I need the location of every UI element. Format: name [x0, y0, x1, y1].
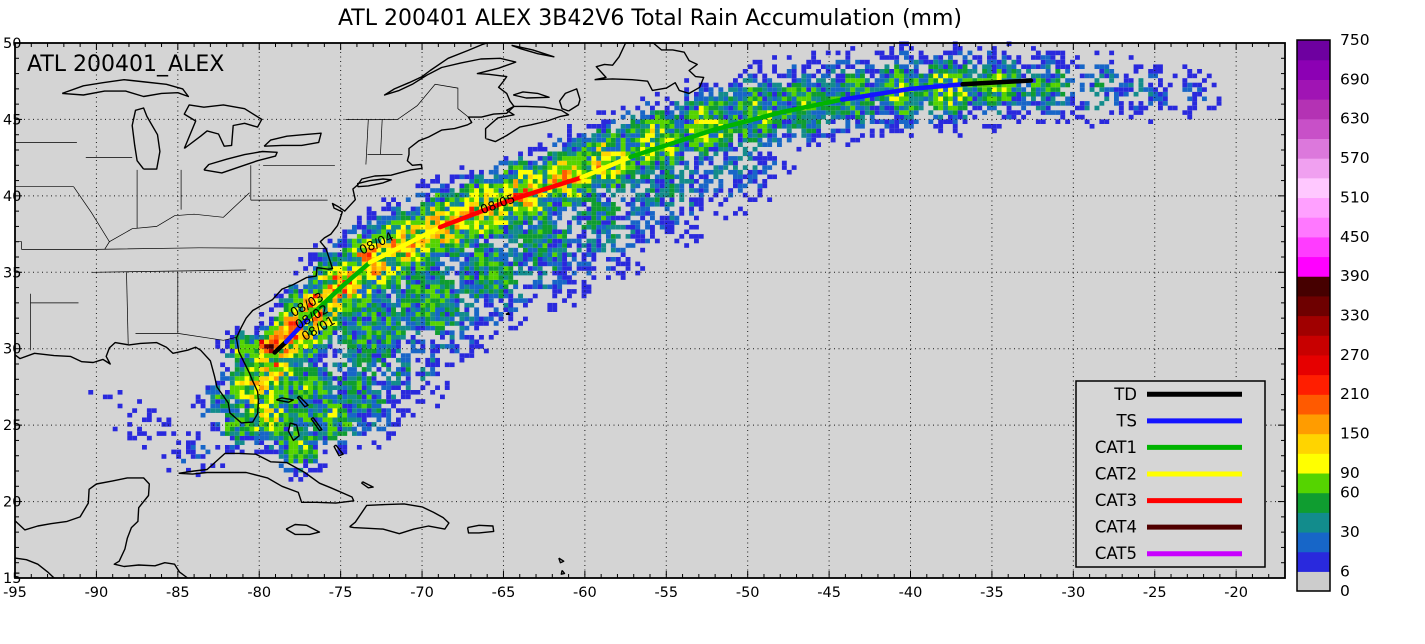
coastline-lake_superior — [61, 79, 190, 98]
coastline-bermuda — [505, 312, 510, 315]
storm-track-segment-CAT2 — [367, 224, 443, 265]
x-tick-label: -30 — [1061, 585, 1085, 601]
colorbar-label: 60 — [1340, 484, 1360, 502]
y-tick-label: 35 — [3, 265, 21, 281]
y-tick-label: 50 — [3, 36, 21, 52]
legend-label-CAT5: CAT5 — [1095, 544, 1137, 563]
colorbar-label: 270 — [1340, 346, 1370, 364]
coastline-hispaniola — [349, 503, 450, 535]
x-tick-label: -45 — [817, 585, 841, 601]
colorbar-label: 750 — [1340, 31, 1370, 49]
coastline-lake_ontario — [263, 132, 322, 147]
coastline-lake_erie — [203, 150, 278, 174]
storm-track-segment-TS — [283, 314, 312, 345]
track-legend: TD TS CAT1 CAT2 CAT3 CAT4 CAT5 — [1075, 380, 1266, 568]
y-axis-labels: 50 45 40 35 30 25 20 15 — [3, 36, 21, 587]
colorbar-label: 150 — [1340, 425, 1370, 443]
y-tick-label: 20 — [3, 495, 21, 511]
coastline-yucatan_central_america — [14, 477, 189, 579]
coastline-bahamas_long_island — [333, 444, 344, 457]
storm-track-segment-CAT2 — [579, 154, 633, 180]
coastlines — [14, 42, 705, 579]
colorbar-label: 30 — [1340, 523, 1360, 541]
storm-track-segment-CAT1 — [628, 97, 845, 160]
colorbar-label: 450 — [1340, 228, 1370, 246]
x-tick-label: -85 — [166, 585, 190, 601]
x-tick-label: -20 — [1224, 585, 1248, 601]
colorbar — [1296, 39, 1331, 592]
x-tick-label: -60 — [573, 585, 597, 601]
colorbar-label: 690 — [1340, 70, 1370, 88]
storm-track-segment-CAT3 — [437, 175, 584, 230]
y-tick-label: 25 — [3, 418, 21, 434]
legend-label-CAT1: CAT1 — [1095, 438, 1137, 457]
y-tick-label: 30 — [3, 342, 21, 358]
axis-ticks — [14, 42, 1286, 579]
storm-track — [272, 78, 1034, 355]
coastline-mainland — [14, 42, 517, 424]
y-tick-label: 40 — [3, 189, 21, 205]
rain-field — [88, 41, 1222, 482]
colorbar-label: 570 — [1340, 149, 1370, 167]
storm-track-segment-TD — [960, 78, 1034, 87]
x-tick-label: -70 — [410, 585, 434, 601]
x-tick-label: -35 — [980, 585, 1004, 601]
storm-track-segment-TS — [839, 82, 965, 102]
x-tick-label: -55 — [654, 585, 678, 601]
legend-label-CAT2: CAT2 — [1095, 465, 1137, 484]
y-tick-label: 15 — [3, 571, 21, 587]
coastline-mexico_pacific — [14, 557, 55, 579]
x-tick-label: -80 — [247, 585, 271, 601]
colorbar-label: 630 — [1340, 110, 1370, 128]
colorbar-border — [1296, 39, 1331, 592]
coastline-cuba — [178, 452, 355, 504]
storm-track-segment-CAT1 — [307, 260, 373, 319]
x-tick-label: -40 — [899, 585, 923, 601]
coastline-cape_breton — [558, 88, 581, 112]
colorbar-labels: 7506906305705104503903302702101509060306… — [1340, 31, 1370, 600]
coastline-grand_bahama — [276, 397, 295, 403]
y-tick-label: 45 — [3, 112, 21, 128]
legend-label-TD: TD — [1113, 385, 1137, 404]
x-tick-label: -95 — [3, 585, 27, 601]
x-tick-label: -50 — [736, 585, 760, 601]
coastline-newfoundland — [594, 42, 705, 95]
colorbar-label: 510 — [1340, 188, 1370, 206]
coastline-dominica — [560, 569, 566, 575]
x-tick-label: -90 — [85, 585, 109, 601]
legend-label-CAT4: CAT4 — [1095, 518, 1137, 537]
x-tick-label: -25 — [1143, 585, 1167, 601]
legend-label-CAT3: CAT3 — [1095, 491, 1137, 510]
coastline-lake_michigan — [131, 107, 161, 170]
coastline-guadeloupe — [558, 557, 565, 564]
coastline-nova_scotia — [484, 105, 570, 143]
coastline-abaco — [296, 395, 309, 408]
coastline-eleuthera — [310, 416, 323, 432]
coastline-prince_edward_island — [512, 91, 550, 99]
state-borders — [15, 83, 469, 351]
coastline-puerto_rico — [466, 524, 495, 534]
coastline-jamaica — [285, 523, 321, 536]
colorbar-label: 390 — [1340, 267, 1370, 285]
x-tick-label: -75 — [329, 585, 353, 601]
plot-title: ATL 200401 ALEX 3B42V6 Total Rain Accumu… — [337, 6, 963, 31]
colorbar-label: 90 — [1340, 464, 1360, 482]
storm-id-label: ATL 200401_ALEX — [27, 52, 225, 77]
colorbar-label: 330 — [1340, 307, 1370, 325]
storm-track-segment-TD — [272, 339, 289, 355]
coastline-andros — [287, 422, 300, 442]
x-axis-labels: -95 -90 -85 -80 -75 -70 -65 -60 -55 -50 -45 -40 -35 -… — [3, 585, 1248, 601]
coastline-long_island — [357, 178, 392, 188]
colorbar-label: 210 — [1340, 385, 1370, 403]
coastline-anticosti — [511, 44, 555, 58]
coastline-great_inagua — [361, 481, 374, 489]
legend-label-TS: TS — [1115, 411, 1137, 430]
colorbar-label: 6 — [1340, 562, 1350, 580]
x-tick-label: -65 — [492, 585, 516, 601]
coastline-lake_huron — [183, 104, 263, 150]
colorbar-label: 0 — [1340, 582, 1350, 600]
